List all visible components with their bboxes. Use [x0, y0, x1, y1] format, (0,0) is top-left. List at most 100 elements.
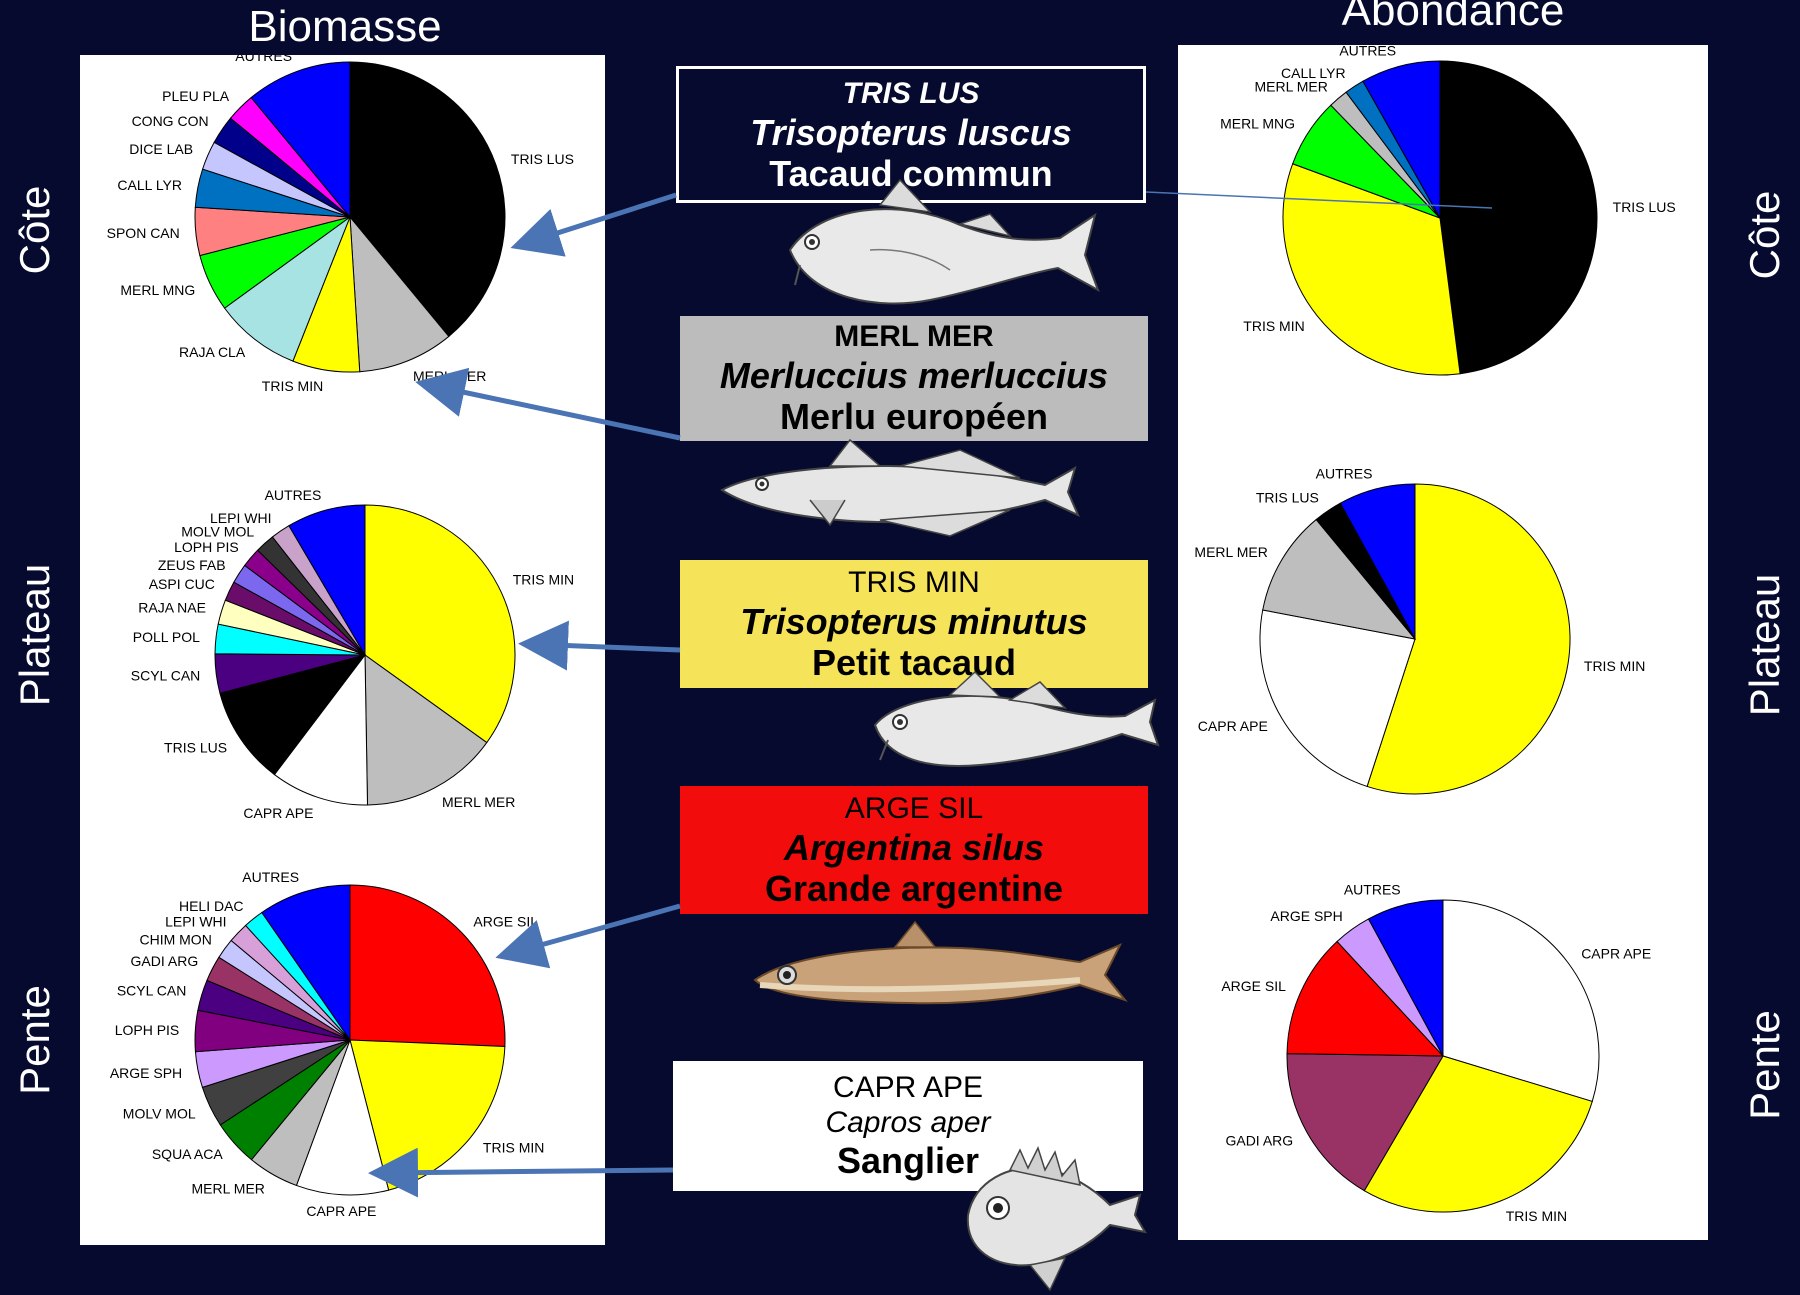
pie-slice-tris-min [1366, 483, 1571, 795]
pie-label-poll-pol: POLL POL [133, 629, 200, 645]
pie-label-heli-dac: HELI DAC [179, 898, 244, 914]
pie-label-gadi-arg: GADI ARG [131, 953, 199, 969]
species-latin: Trisopterus luscus [750, 111, 1072, 153]
tacaud-fish-icon [788, 178, 1100, 305]
species-code: TRIS LUS [842, 77, 980, 110]
pie-slice-capr-ape [1442, 899, 1600, 1103]
pie-label-autres: AUTRES [1344, 881, 1401, 897]
pie-label-merl-mer: MERL MER [192, 1180, 265, 1196]
pie-slice-arge-sil [349, 884, 506, 1048]
pie-label-capr-ape: CAPR APE [243, 805, 313, 821]
line-abondance-tris-lus [1145, 191, 1493, 209]
pie-slice-raja-cla [223, 215, 352, 362]
pie-label-chim-mon: CHIM MON [139, 931, 211, 947]
abondance-panel: TRIS LUS TRIS MIN MERL MNG MERL MER CALL LYR… [1178, 45, 1708, 1240]
arrow-capr-ape [368, 1147, 674, 1198]
biomasse-title: Biomasse [248, 2, 442, 51]
pie-label-autres: AUTRES [235, 55, 292, 64]
pie-slice-autres [261, 884, 351, 1042]
pie-chart-abondance-pente: CAPR APE TRIS MIN GADI ARG ARGE SIL ARGE SPH… [1221, 881, 1651, 1224]
species-common: Tacaud commun [769, 152, 1053, 194]
pie-slice-merl-mer [1262, 518, 1417, 640]
pie-label-tris-lus: TRIS LUS [1613, 199, 1676, 215]
sanglier-fish-icon [966, 1146, 1147, 1292]
pie-label-capr-ape: CAPR APE [306, 1203, 376, 1219]
pie-slice-tris-min [364, 504, 516, 744]
species-box-tris-min: TRIS MIN Trisopterus minutus Petit tacau… [680, 560, 1148, 688]
species-latin: Argentina silus [783, 826, 1045, 868]
species-code: MERL MER [834, 320, 994, 353]
species-box-tris-lus: TRIS LUS Trisopterus luscus Tacaud commu… [676, 66, 1146, 203]
pie-label-merl-mng: MERL MNG [120, 282, 195, 298]
pie-label-arge-sph: ARGE SPH [110, 1065, 182, 1081]
pie-label-call-lyr: CALL LYR [1281, 65, 1346, 81]
pie-label-arge-sph: ARGE SPH [1270, 908, 1342, 924]
pie-label-lepi-whi: LEPI WHI [165, 914, 226, 930]
arrow-arge-sil [495, 903, 681, 969]
pie-label-raja-nae: RAJA NAE [138, 599, 206, 615]
species-common: Grande argentine [764, 867, 1064, 909]
pie-label-loph-pis: LOPH PIS [174, 539, 239, 555]
species-common: Petit tacaud [811, 641, 1017, 683]
pie-label-dice-lab: DICE LAB [129, 141, 193, 157]
pie-slice-gadi-arg [1286, 1053, 1444, 1192]
species-code: TRIS MIN [848, 566, 980, 599]
pie-chart-abondance-plateau: TRIS MIN CAPR APE MERL MER TRIS LUS AUTRES [1194, 465, 1645, 795]
pie-slice-capr-ape [273, 653, 369, 806]
species-code: CAPR APE [832, 1071, 984, 1104]
abondance-charts: TRIS LUS TRIS MIN MERL MNG MERL MER CALL LYR… [1194, 45, 1676, 1224]
pie-slice-merl-mer [349, 215, 450, 373]
species-box-arge-sil: ARGE SIL Argentina silus Grande argentin… [680, 786, 1148, 914]
pie-label-cong-con: CONG CON [132, 113, 209, 129]
pie-label-merl-mng: MERL MNG [1220, 116, 1295, 132]
pie-label-tris-min: TRIS MIN [1506, 1208, 1567, 1224]
species-latin: Merluccius merluccius [719, 354, 1109, 396]
pie-label-spon-can: SPON CAN [107, 225, 180, 241]
pie-label-pleu-pla: PLEU PLA [162, 88, 230, 104]
arrow-tris-min [518, 620, 681, 671]
pie-label-merl-mer: MERL MER [442, 794, 515, 810]
species-latin: Capros aper [825, 1105, 991, 1139]
pie-label-merl-mer: MERL MER [1194, 544, 1267, 560]
pie-label-molv-mol: MOLV MOL [123, 1106, 196, 1122]
pie-label-arge-sil: ARGE SIL [1221, 978, 1286, 994]
abondance-title: Abondance [1341, 0, 1565, 35]
species-box-capr-ape: CAPR APE Capros aper Sanglier [673, 1061, 1143, 1191]
pie-label-autres: AUTRES [242, 869, 299, 885]
biomasse-charts: TRIS LUS MERL MER TRIS MIN RAJA CLA MERL MNG… [107, 55, 575, 1219]
species-code: ARGE SIL [844, 792, 984, 825]
pie-slice-tris-lus [349, 61, 506, 338]
pie-label-autres: AUTRES [1339, 45, 1396, 59]
arrow-tris-lus [510, 192, 677, 257]
pie-label-tris-min: TRIS MIN [262, 378, 323, 394]
pie-label-tris-lus: TRIS LUS [511, 151, 574, 167]
pie-label-tris-min: TRIS MIN [513, 571, 574, 587]
pie-label-gadi-arg: GADI ARG [1225, 1132, 1293, 1148]
pie-slice-arge-sil [1286, 940, 1445, 1057]
pie-slice-tris-lus [219, 654, 367, 776]
biomasse-panel: TRIS LUS MERL MER TRIS MIN RAJA CLA MERL MNG… [80, 55, 605, 1245]
species-common: Sanglier [836, 1140, 980, 1181]
pie-label-squa-aca: SQUA ACA [152, 1146, 223, 1162]
pie-label-scyl-can: SCYL CAN [131, 668, 201, 684]
pie-slice-autres [1367, 899, 1444, 1057]
argentine-fish-icon [753, 920, 1128, 1005]
pie-label-tris-lus: TRIS LUS [1256, 490, 1319, 506]
pie-label-scyl-can: SCYL CAN [117, 982, 187, 998]
pie-label-tris-lus: TRIS LUS [164, 739, 227, 755]
pie-slice-autres [1362, 60, 1441, 220]
pie-label-raja-cla: RAJA CLA [179, 344, 246, 360]
arrow-merl-mer [415, 367, 681, 441]
pie-label-aspi-cuc: ASPI CUC [149, 576, 215, 592]
pie-slice-merl-mer [364, 654, 488, 806]
pie-chart-biomasse-plateau: TRIS MIN MERL MER CAPR APE TRIS LUS SCYL CAN… [131, 487, 574, 821]
pie-label-zeus-fab: ZEUS FAB [158, 557, 226, 573]
merlu-fish-icon [720, 438, 1080, 537]
species-latin: Trisopterus minutus [740, 600, 1088, 642]
pie-label-molv-mol: MOLV MOL [181, 523, 254, 539]
pie-label-loph-pis: LOPH PIS [115, 1022, 180, 1038]
